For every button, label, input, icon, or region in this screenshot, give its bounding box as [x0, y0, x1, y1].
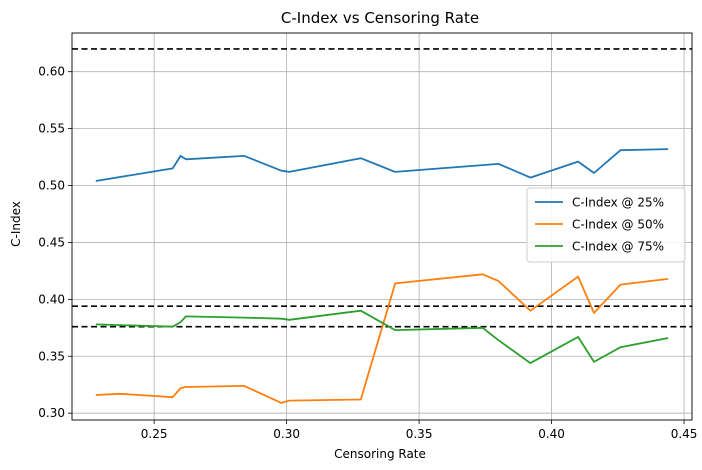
x-tick-label: 0.30 — [273, 427, 300, 441]
series-line — [95, 273, 669, 404]
y-tick-label: 0.30 — [38, 406, 65, 420]
y-tick-label: 0.35 — [38, 349, 65, 363]
x-axis-label: Censoring Rate — [334, 447, 426, 461]
y-axis-ticks: 0.30 0.35 0.40 0.45 0.50 0.55 0.60 — [38, 65, 72, 420]
x-tick-label: 0.35 — [406, 427, 433, 441]
legend-label: C-Index @ 25% — [572, 196, 664, 210]
legend-label: C-Index @ 75% — [572, 240, 664, 254]
x-axis-ticks: 0.25 0.30 0.35 0.40 0.45 — [141, 420, 698, 441]
legend-box — [526, 187, 686, 263]
y-tick-label: 0.40 — [38, 292, 65, 306]
series-line — [95, 309, 669, 365]
legend-label: C-Index @ 50% — [572, 218, 664, 232]
series-line — [95, 148, 669, 182]
chart-title: C-Index vs Censoring Rate — [281, 9, 479, 27]
x-tick-label: 0.45 — [671, 427, 698, 441]
series-lines — [95, 148, 669, 404]
y-tick-label: 0.50 — [38, 179, 65, 193]
plot-area-frame — [71, 32, 693, 421]
y-tick-label: 0.45 — [38, 235, 65, 249]
x-tick-label: 0.40 — [538, 427, 565, 441]
y-tick-label: 0.55 — [38, 122, 65, 136]
y-tick-label: 0.60 — [38, 65, 65, 79]
x-tick-label: 0.25 — [141, 427, 168, 441]
y-axis-label: C-Index — [9, 201, 23, 247]
legend: C-Index @ 25% C-Index @ 50% C-Index @ 75% — [526, 187, 686, 263]
